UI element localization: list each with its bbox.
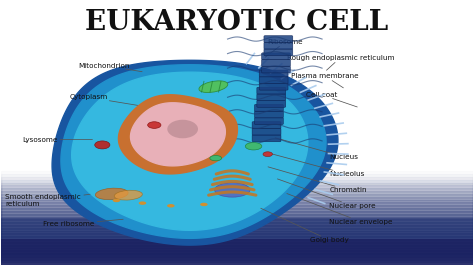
- FancyBboxPatch shape: [259, 70, 288, 77]
- Text: Smooth endoplasmic
reticulum: Smooth endoplasmic reticulum: [5, 194, 90, 207]
- Bar: [0, 197, 474, 209]
- FancyBboxPatch shape: [264, 42, 293, 49]
- Bar: [0, 177, 474, 189]
- Ellipse shape: [210, 156, 222, 161]
- Polygon shape: [72, 72, 308, 230]
- Ellipse shape: [199, 81, 228, 93]
- Ellipse shape: [148, 122, 161, 128]
- Bar: [0, 185, 474, 198]
- Text: Nuclear envelope: Nuclear envelope: [287, 194, 392, 225]
- Text: Mitochondrion: Mitochondrion: [79, 63, 142, 72]
- FancyBboxPatch shape: [262, 66, 291, 73]
- Bar: [0, 228, 474, 240]
- FancyBboxPatch shape: [259, 83, 288, 90]
- Bar: [0, 174, 474, 186]
- Bar: [0, 239, 474, 265]
- Ellipse shape: [263, 152, 273, 157]
- Polygon shape: [130, 103, 225, 166]
- Bar: [0, 191, 474, 203]
- Polygon shape: [118, 95, 237, 174]
- Text: Ribosome: Ribosome: [265, 39, 303, 57]
- FancyBboxPatch shape: [264, 36, 293, 43]
- Text: Nucleus: Nucleus: [275, 138, 358, 160]
- Text: Nuclear pore: Nuclear pore: [277, 179, 376, 209]
- Text: Lysosome: Lysosome: [22, 137, 92, 143]
- FancyBboxPatch shape: [264, 49, 293, 56]
- Bar: [0, 217, 474, 228]
- Bar: [0, 200, 474, 212]
- Polygon shape: [61, 65, 326, 238]
- Bar: [0, 231, 474, 243]
- Bar: [0, 242, 474, 254]
- FancyBboxPatch shape: [257, 87, 286, 94]
- FancyBboxPatch shape: [252, 135, 281, 142]
- Bar: [0, 205, 474, 217]
- Text: Cytoplasm: Cytoplasm: [69, 94, 142, 106]
- Text: Rough endoplasmic reticulum: Rough endoplasmic reticulum: [287, 55, 394, 70]
- Text: Nucleolus: Nucleolus: [266, 152, 365, 177]
- Bar: [0, 239, 474, 251]
- Text: Cell coat: Cell coat: [306, 92, 357, 107]
- Text: Plasma membrane: Plasma membrane: [292, 73, 359, 88]
- Bar: [0, 208, 474, 220]
- Bar: [0, 218, 474, 239]
- Ellipse shape: [167, 120, 198, 138]
- Text: Free ribosome: Free ribosome: [43, 219, 123, 227]
- Bar: [0, 211, 474, 223]
- Bar: [0, 222, 474, 234]
- Bar: [0, 171, 474, 184]
- Ellipse shape: [215, 183, 250, 197]
- Bar: [0, 214, 474, 226]
- Ellipse shape: [167, 204, 174, 207]
- Ellipse shape: [245, 143, 262, 150]
- Ellipse shape: [114, 190, 142, 200]
- Text: Golgi body: Golgi body: [261, 208, 349, 243]
- Bar: [0, 180, 474, 192]
- FancyBboxPatch shape: [262, 59, 291, 66]
- Bar: [0, 234, 474, 246]
- FancyBboxPatch shape: [257, 94, 286, 101]
- FancyBboxPatch shape: [262, 53, 291, 60]
- Ellipse shape: [200, 203, 208, 206]
- Bar: [0, 194, 474, 206]
- Polygon shape: [52, 60, 338, 245]
- FancyBboxPatch shape: [255, 118, 283, 124]
- Ellipse shape: [95, 141, 110, 149]
- FancyBboxPatch shape: [252, 128, 281, 135]
- Bar: [0, 248, 474, 260]
- Ellipse shape: [113, 199, 120, 202]
- Bar: [0, 250, 474, 263]
- Ellipse shape: [95, 188, 128, 200]
- Bar: [0, 245, 474, 257]
- Bar: [0, 188, 474, 200]
- Bar: [0, 253, 474, 265]
- Text: Chromatin: Chromatin: [268, 167, 367, 193]
- Bar: [0, 236, 474, 248]
- FancyBboxPatch shape: [255, 111, 283, 118]
- Bar: [0, 219, 474, 231]
- Bar: [0, 202, 474, 214]
- Ellipse shape: [139, 201, 146, 205]
- FancyBboxPatch shape: [259, 77, 288, 84]
- Bar: [0, 225, 474, 237]
- Bar: [0, 183, 474, 195]
- FancyBboxPatch shape: [257, 101, 286, 107]
- FancyBboxPatch shape: [255, 105, 283, 111]
- FancyBboxPatch shape: [252, 122, 281, 128]
- Text: EUKARYOTIC CELL: EUKARYOTIC CELL: [85, 9, 389, 36]
